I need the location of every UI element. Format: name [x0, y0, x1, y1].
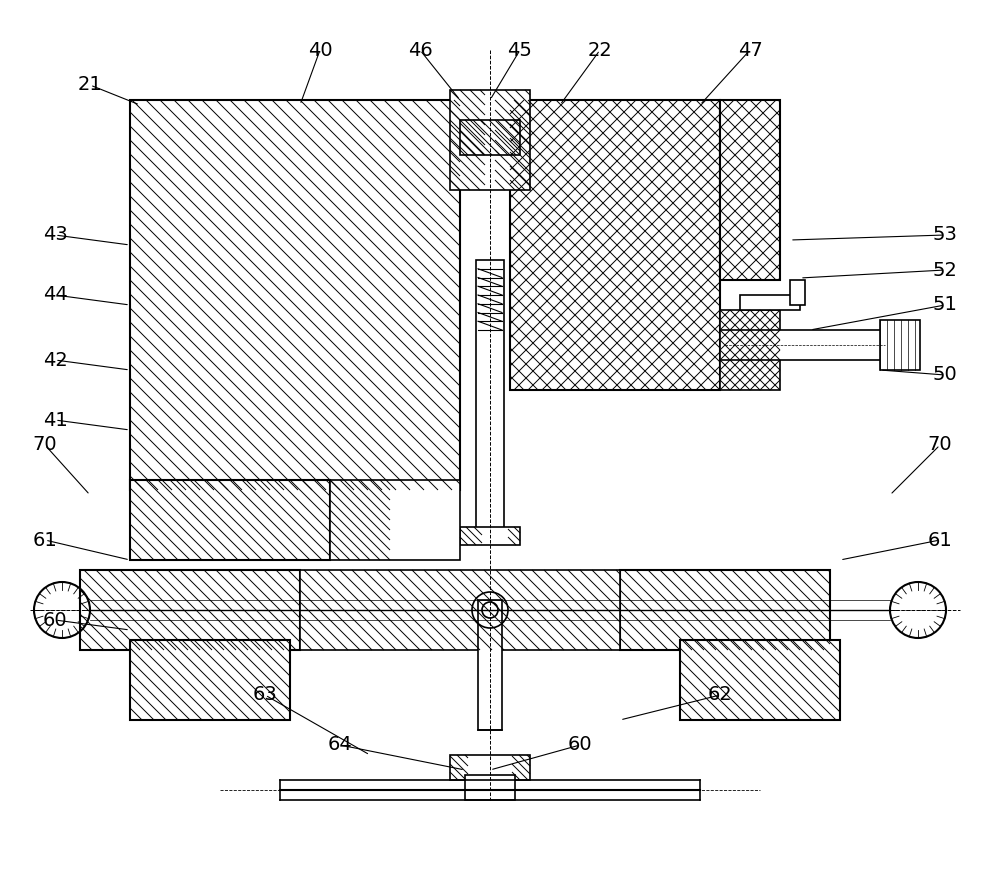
Bar [680, 640, 840, 720]
Bar [620, 570, 830, 650]
Bar [450, 90, 530, 190]
Text: 45: 45 [508, 40, 532, 60]
Text: 40: 40 [308, 40, 332, 60]
Bar [460, 120, 520, 155]
Bar [790, 280, 805, 305]
Bar [720, 100, 780, 280]
Bar [460, 527, 520, 545]
Text: 62: 62 [708, 686, 732, 704]
Text: 46: 46 [408, 40, 432, 60]
Bar [880, 320, 920, 370]
Bar [478, 600, 502, 730]
Text: 43: 43 [43, 225, 67, 244]
Text: 51: 51 [933, 295, 957, 314]
Text: 61: 61 [928, 531, 952, 549]
Bar [720, 330, 890, 360]
Text: 42: 42 [43, 350, 67, 370]
Bar [465, 775, 515, 800]
Text: 22: 22 [588, 40, 612, 60]
Text: 41: 41 [43, 411, 67, 429]
Bar [510, 100, 720, 390]
Bar [720, 310, 780, 390]
Text: 61: 61 [33, 531, 57, 549]
Text: 63: 63 [253, 686, 277, 704]
Text: 64: 64 [328, 736, 352, 754]
Text: 53: 53 [933, 225, 957, 244]
Text: 60: 60 [568, 736, 592, 754]
Bar [740, 295, 800, 310]
Text: 50: 50 [933, 365, 957, 385]
Text: 44: 44 [43, 286, 67, 305]
Text: 70: 70 [33, 435, 57, 455]
Text: 52: 52 [933, 260, 957, 279]
Bar [130, 100, 460, 490]
Bar [300, 570, 620, 650]
Bar [130, 640, 290, 720]
Bar [450, 755, 530, 780]
Text: 21: 21 [78, 75, 102, 95]
Text: 47: 47 [738, 40, 762, 60]
Text: 60: 60 [43, 611, 67, 630]
Bar [80, 570, 300, 650]
Bar [330, 480, 460, 560]
Bar [476, 260, 504, 530]
Bar [130, 480, 330, 560]
Text: 70: 70 [928, 435, 952, 455]
